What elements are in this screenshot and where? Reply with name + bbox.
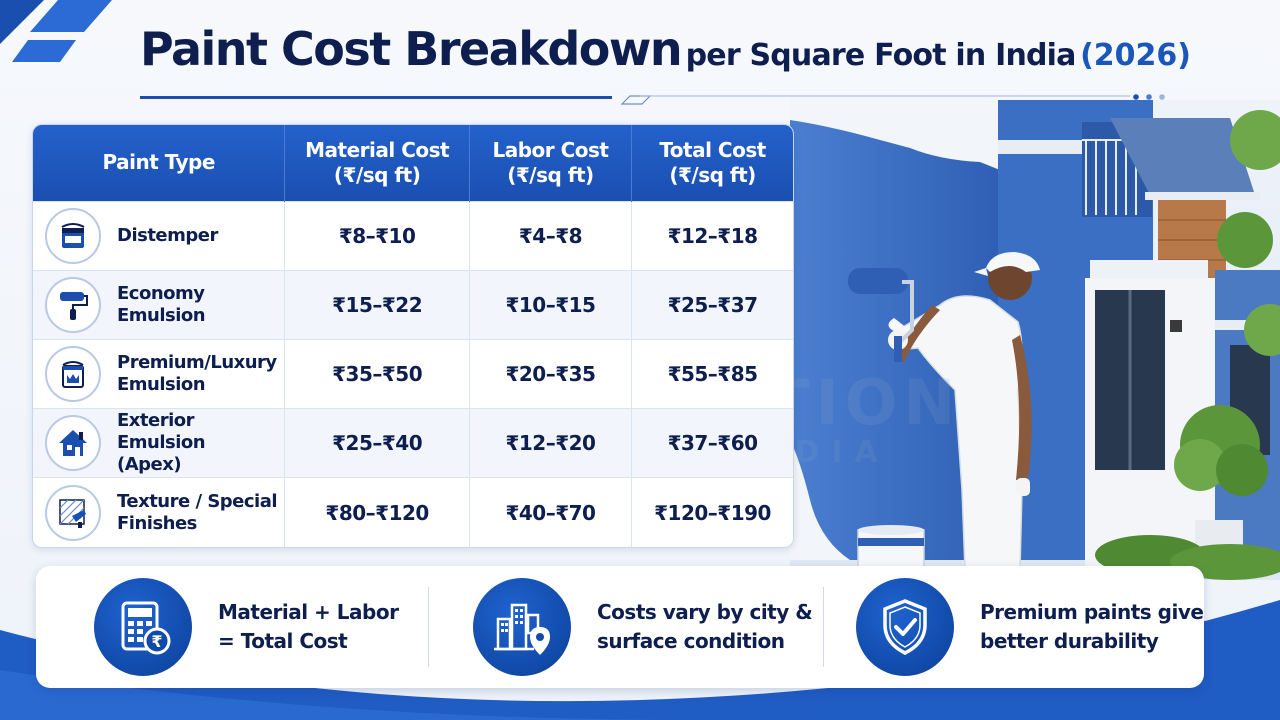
page-title: Paint Cost Breakdown per Square Foot in …: [140, 22, 1191, 92]
paint-type-label: Texture / Special Finishes: [117, 490, 278, 534]
title-subtitle: per Square Foot in India: [685, 38, 1077, 73]
table-row: Texture / Special Finishes ₹80–₹120 ₹40–…: [33, 477, 793, 547]
info-text: Material + Labor = Total Cost: [218, 600, 399, 653]
paint-type-label: Premium/Luxury Emulsion: [117, 351, 277, 395]
header-labor-cost: Labor Cost (₹/sq ft): [469, 125, 633, 201]
paint-type-label: Economy Emulsion: [117, 282, 206, 326]
info-divider: [428, 587, 429, 667]
shield-check-icon: [856, 578, 954, 676]
paint-type-cell: Distemper: [33, 200, 286, 271]
paint-bucket-icon: [45, 207, 101, 264]
info-item-total-cost: ₹ Material + Labor = Total Cost: [36, 566, 428, 688]
house-icon: [45, 415, 101, 472]
header-total-cost: Total Cost (₹/sq ft): [631, 125, 793, 201]
calculator-rupee-icon: ₹: [94, 578, 192, 676]
info-item-city: Costs vary by city & surface condition: [429, 566, 823, 688]
paint-type-cell: Premium/Luxury Emulsion: [33, 338, 286, 409]
paint-roller-icon: [45, 276, 101, 333]
paint-type-cell: Exterior Emulsion (Apex): [33, 408, 286, 478]
total-cost-cell: ₹55–₹85: [631, 338, 793, 409]
bottom-wave-decoration: [0, 600, 1280, 720]
svg-text:₹: ₹: [151, 632, 162, 651]
paint-type-label: Distemper: [117, 224, 218, 246]
painter-house-photo: [790, 100, 1280, 580]
material-cost-cell: ₹25–₹40: [284, 408, 470, 478]
info-divider: [823, 587, 824, 667]
total-cost-cell: ₹120–₹190: [631, 477, 793, 547]
crown-paint-can-icon: [45, 345, 101, 402]
header-material-cost: Material Cost (₹/sq ft): [284, 125, 470, 201]
labor-cost-cell: ₹40–₹70: [469, 477, 633, 547]
header-paint-type: Paint Type: [33, 125, 286, 201]
table-row: Economy Emulsion ₹15–₹22 ₹10–₹15 ₹25–₹37: [33, 269, 793, 340]
info-text: Premium paints give better durability: [980, 600, 1204, 653]
total-cost-cell: ₹37–₹60: [631, 408, 793, 478]
table-row: Distemper ₹8–₹10 ₹4–₹8 ₹12–₹18: [33, 200, 793, 271]
labor-cost-cell: ₹20–₹35: [469, 338, 633, 409]
info-bar: ₹ Material + Labor = Total Cost: [36, 566, 1204, 688]
header-label: Material Cost (₹/sq ft): [305, 137, 450, 187]
table-row: Premium/Luxury Emulsion ₹35–₹50 ₹20–₹35 …: [33, 338, 793, 409]
city-location-icon: [473, 578, 571, 676]
paint-cost-table: Paint Type Material Cost (₹/sq ft) Labor…: [33, 125, 793, 547]
labor-cost-cell: ₹10–₹15: [469, 269, 633, 340]
table-row: Exterior Emulsion (Apex) ₹25–₹40 ₹12–₹20…: [33, 408, 793, 478]
info-text: Costs vary by city & surface condition: [597, 600, 813, 653]
labor-cost-cell: ₹12–₹20: [469, 408, 633, 478]
labor-cost-cell: ₹4–₹8: [469, 200, 633, 271]
title-underline-decoration: [140, 94, 1165, 105]
total-cost-cell: ₹12–₹18: [631, 200, 793, 271]
material-cost-cell: ₹35–₹50: [284, 338, 470, 409]
material-cost-cell: ₹15–₹22: [284, 269, 470, 340]
table-header-row: Paint Type Material Cost (₹/sq ft) Labor…: [33, 125, 793, 201]
title-main: Paint Cost Breakdown: [140, 22, 683, 76]
material-cost-cell: ₹8–₹10: [284, 200, 470, 271]
total-cost-cell: ₹25–₹37: [631, 269, 793, 340]
info-item-durability: Premium paints give better durability: [824, 566, 1204, 688]
paint-type-label: Exterior Emulsion (Apex): [117, 410, 206, 476]
corner-stripes-decoration: [0, 0, 112, 62]
header-label: Paint Type: [102, 150, 216, 175]
texture-trowel-icon: [45, 484, 101, 541]
material-cost-cell: ₹80–₹120: [284, 477, 470, 547]
cost-table-card: Paint Type Material Cost (₹/sq ft) Labor…: [32, 124, 794, 548]
header-label: Labor Cost (₹/sq ft): [492, 137, 609, 187]
header-label: Total Cost (₹/sq ft): [659, 137, 766, 187]
paint-type-cell: Texture / Special Finishes: [33, 477, 286, 547]
paint-type-cell: Economy Emulsion: [33, 269, 286, 340]
title-year: (2026): [1080, 38, 1191, 73]
